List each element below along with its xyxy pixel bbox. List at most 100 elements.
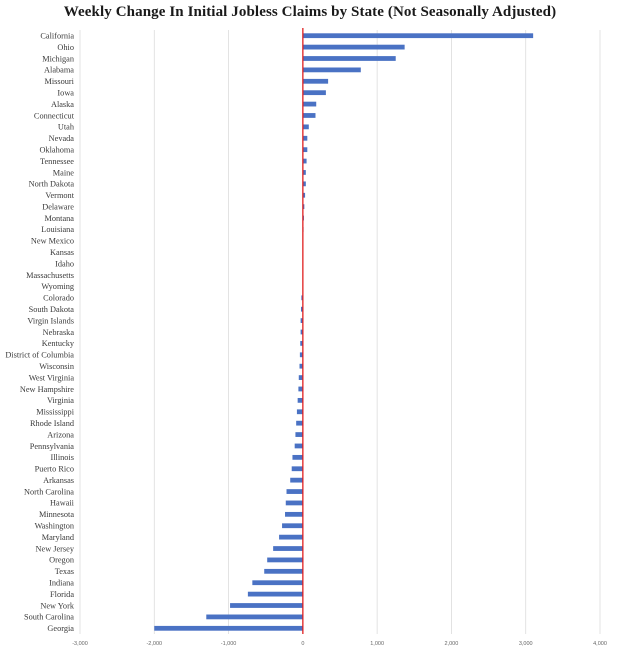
- bar: [302, 204, 305, 210]
- chart-title: Weekly Change In Initial Jobless Claims …: [63, 4, 557, 20]
- category-label: Arizona: [47, 430, 74, 439]
- bar: [301, 306, 303, 312]
- category-label: North Dakota: [29, 180, 75, 189]
- bar: [294, 443, 303, 449]
- bar: [300, 318, 303, 323]
- bar: [301, 295, 303, 301]
- x-tick-label: -1,000: [221, 641, 237, 647]
- category-label: Minnesota: [39, 510, 74, 519]
- category-label: Ohio: [57, 43, 74, 52]
- bar: [302, 181, 306, 187]
- bars: [154, 33, 534, 631]
- category-label: South Carolina: [24, 613, 74, 622]
- category-label: Wyoming: [41, 282, 74, 291]
- x-tick-label: 3,000: [519, 641, 533, 647]
- bar: [302, 78, 329, 84]
- x-tick-label: -3,000: [72, 641, 88, 647]
- category-label: Delaware: [42, 202, 74, 211]
- bar: [252, 580, 303, 586]
- bar: [302, 158, 307, 164]
- category-label: Washington: [35, 522, 75, 531]
- bar: [286, 489, 303, 494]
- bar: [300, 341, 303, 346]
- bar: [291, 466, 303, 472]
- category-label: New Hampshire: [20, 385, 74, 394]
- category-label: Montana: [45, 214, 75, 223]
- category-label: Texas: [55, 567, 74, 576]
- bar: [279, 534, 303, 540]
- bar: [302, 33, 534, 39]
- bar: [285, 511, 303, 517]
- category-label: Rhode Island: [30, 419, 75, 428]
- category-label: Nevada: [49, 134, 75, 143]
- x-tick-label: 2,000: [445, 641, 459, 647]
- bar: [302, 101, 317, 107]
- category-label: Michigan: [42, 54, 75, 63]
- bar: [292, 454, 303, 460]
- x-tick-label: -2,000: [146, 641, 162, 647]
- bar: [247, 591, 303, 597]
- category-label: Alabama: [44, 66, 74, 75]
- category-label: Illinois: [50, 453, 74, 462]
- category-label: California: [40, 31, 74, 40]
- bar: [302, 192, 306, 198]
- category-label: Massachusetts: [26, 271, 74, 280]
- bar: [302, 147, 308, 153]
- category-label: Indiana: [49, 579, 74, 588]
- category-label: New Mexico: [31, 237, 74, 246]
- category-label: Hawaii: [50, 499, 75, 508]
- bar: [299, 363, 303, 369]
- bar: [282, 523, 303, 529]
- category-label: Oregon: [49, 556, 75, 565]
- bar: [285, 500, 303, 506]
- category-label: Virgin Islands: [27, 316, 74, 325]
- x-tick-label: 0: [301, 641, 304, 647]
- bar: [302, 124, 309, 130]
- category-label: Georgia: [47, 624, 74, 633]
- x-tick-labels: -3,000 -2,000 -1,000 0 1,000 2,000 3,000 4,000: [72, 641, 607, 647]
- category-label: South Dakota: [29, 305, 75, 314]
- bar: [297, 397, 303, 403]
- category-label: Maryland: [42, 533, 75, 542]
- bar: [302, 67, 361, 73]
- bar: [206, 614, 303, 620]
- bar: [296, 420, 303, 426]
- bar: [298, 386, 303, 392]
- category-label: District of Columbia: [5, 351, 74, 360]
- gridlines: [79, 30, 601, 634]
- bar: [302, 90, 326, 96]
- bar: [290, 477, 303, 483]
- category-label: Colorado: [43, 294, 74, 303]
- bar: [302, 56, 396, 61]
- bar: [299, 352, 303, 358]
- category-label: New Jersey: [36, 544, 75, 553]
- category-label: North Carolina: [24, 487, 74, 496]
- category-label: Tennessee: [40, 157, 74, 166]
- category-label: Connecticut: [34, 111, 75, 120]
- bar: [296, 409, 303, 415]
- bar: [295, 432, 303, 437]
- category-label: Utah: [58, 123, 75, 132]
- bar: [298, 375, 303, 380]
- bar: [273, 546, 303, 551]
- category-labels: California Ohio Michigan Alabama Missouri Iow…: [5, 31, 75, 633]
- category-label: Arkansas: [43, 476, 74, 485]
- bar: [302, 170, 306, 175]
- category-label: Wisconsin: [39, 362, 75, 371]
- category-label: Vermont: [45, 191, 74, 200]
- category-label: Louisiana: [41, 225, 74, 234]
- bar: [302, 135, 308, 141]
- bar: [300, 329, 303, 335]
- category-label: New York: [40, 601, 75, 610]
- category-label: West Virginia: [29, 373, 75, 382]
- category-label: Nebraska: [43, 328, 75, 337]
- category-label: Puerto Rico: [35, 465, 74, 474]
- category-label: Florida: [50, 590, 74, 599]
- category-label: Pennsylvania: [30, 442, 75, 451]
- category-label: Idaho: [55, 259, 74, 268]
- category-label: Kentucky: [42, 339, 75, 348]
- x-tick-label: 4,000: [593, 641, 607, 647]
- bar: [267, 557, 303, 563]
- x-tick-label: 1,000: [370, 641, 384, 647]
